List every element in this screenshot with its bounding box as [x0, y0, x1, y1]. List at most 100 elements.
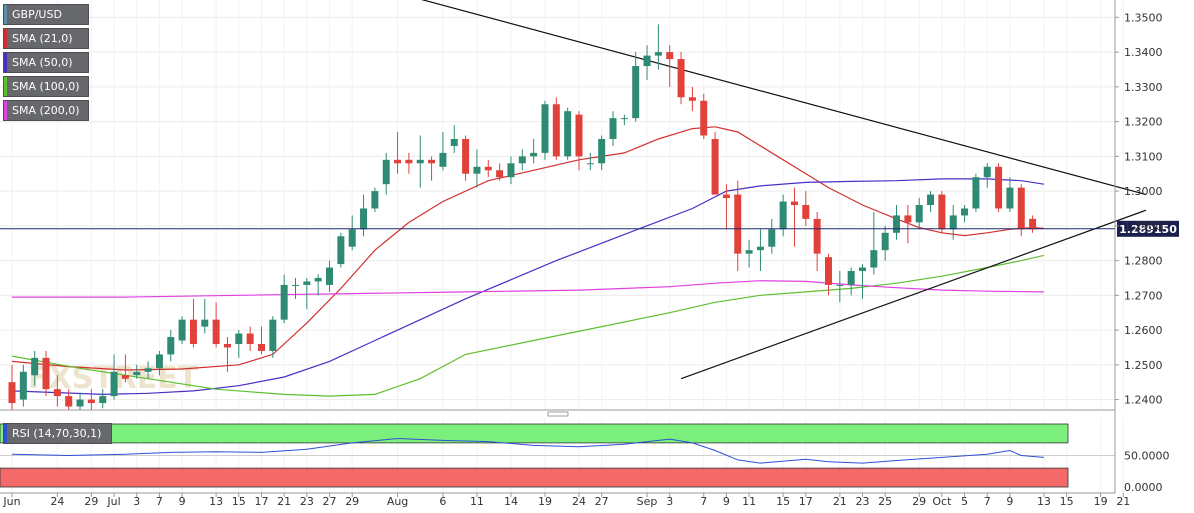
rsi-content	[0, 423, 1115, 488]
candle-body	[121, 375, 129, 379]
candle-body	[870, 250, 878, 268]
legend-item-sma200[interactable]: SMA (200,0)	[3, 100, 89, 121]
legend: GBP/USD SMA (21,0) SMA (50,0) SMA (100,0…	[3, 4, 89, 121]
x-tick-label: 19	[1094, 495, 1108, 508]
candle-body	[484, 166, 492, 171]
x-tick-label: Oct	[932, 495, 952, 508]
candle-body	[1006, 187, 1014, 209]
candle-body	[371, 191, 379, 209]
x-tick-label: 21	[833, 495, 847, 508]
legend-item-sma50[interactable]: SMA (50,0)	[3, 52, 89, 73]
x-tick-label: 24	[572, 495, 586, 508]
candle-body	[813, 218, 821, 254]
x-tick-label: 19	[538, 495, 552, 508]
legend-item-gbpusd[interactable]: GBP/USD	[3, 4, 89, 25]
candle-body	[87, 399, 95, 404]
candle-body	[269, 319, 277, 351]
sma-line-500	[11, 178, 1044, 396]
candle-body	[189, 319, 197, 344]
candle-body	[405, 159, 413, 164]
x-tick-label: 9	[179, 495, 186, 508]
rsi-y-tick-label: 50.0000	[1124, 450, 1170, 463]
x-tick-label: 15	[232, 495, 246, 508]
candle-body	[280, 284, 288, 320]
x-tick-label: Sep	[637, 495, 658, 508]
legend-label: SMA (100,0)	[12, 80, 80, 93]
candle-body	[246, 333, 254, 344]
x-tick-label: Aug	[387, 495, 408, 508]
candle-body	[541, 104, 549, 153]
pane-resize-handle	[547, 411, 569, 417]
candle-body	[995, 166, 1003, 209]
candle-body	[144, 368, 152, 372]
x-tick-label: 9	[723, 495, 730, 508]
candle-body	[462, 138, 470, 174]
candle-body	[133, 371, 141, 376]
candle-body	[779, 201, 787, 230]
trendline	[680, 209, 1147, 380]
y-tick-label: 1.2400	[1124, 394, 1163, 407]
candle-body	[643, 55, 651, 67]
candle-body	[235, 333, 243, 344]
candle-body	[212, 319, 220, 344]
legend-item-sma21[interactable]: SMA (21,0)	[3, 28, 89, 49]
candle-body	[983, 166, 991, 178]
legend-item-sma100[interactable]: SMA (100,0)	[3, 76, 89, 97]
legend-label: SMA (200,0)	[12, 104, 80, 117]
candle-body	[564, 111, 572, 157]
candle-body	[110, 371, 118, 397]
x-tick-label: 5	[961, 495, 968, 508]
legend-label: SMA (50,0)	[12, 56, 73, 69]
candle-body	[927, 194, 935, 205]
rsi-line	[11, 437, 1044, 464]
candle-body	[972, 177, 980, 209]
candle-body	[257, 343, 265, 351]
x-tick-label: 7	[156, 495, 163, 508]
candle-body	[552, 104, 560, 157]
y-tick-label: 1.3300	[1124, 81, 1163, 94]
rsi-label[interactable]: RSI (14,70,30,1)	[3, 423, 113, 444]
rsi-oversold-zone	[0, 467, 1069, 488]
candle-body	[881, 232, 889, 251]
candle-body	[518, 156, 526, 164]
candle-body	[314, 277, 322, 282]
candle-body	[416, 159, 424, 164]
x-tick-label: 27	[323, 495, 337, 508]
candle-body	[632, 66, 640, 119]
candle-body	[178, 319, 186, 341]
candle-body	[904, 215, 912, 223]
candle-body	[394, 159, 402, 164]
y-tick-label: 1.3500	[1124, 11, 1163, 24]
candle-body	[768, 229, 776, 247]
candle-body	[893, 215, 901, 233]
candle-body	[507, 163, 515, 178]
x-tick-label: 15	[1060, 495, 1074, 508]
candle-body	[609, 118, 617, 139]
candle-body	[473, 166, 481, 174]
candle-body	[42, 357, 50, 390]
x-tick-label: 7	[700, 495, 707, 508]
candle-body	[847, 271, 855, 285]
x-tick-label: 11	[742, 495, 756, 508]
trendline	[421, 0, 1147, 196]
main-content: FXSTREET	[0, 0, 1147, 410]
x-tick-label: 3	[133, 495, 140, 508]
candle-body	[201, 319, 209, 327]
x-tick-label: 6	[439, 495, 446, 508]
y-tick-label: 1.2900	[1124, 220, 1163, 233]
candle-body	[326, 267, 334, 285]
legend-label: SMA (21,0)	[12, 32, 73, 45]
x-tick-label: 21	[277, 495, 291, 508]
x-tick-label: 13	[209, 495, 223, 508]
candle-body	[654, 52, 662, 56]
y-tick-label: 1.3100	[1124, 150, 1163, 163]
x-tick-label: 17	[254, 495, 268, 508]
y-tick-label: 1.3000	[1124, 185, 1163, 198]
candle-body	[949, 215, 957, 230]
candle-body	[76, 399, 84, 407]
x-tick-label: 27	[595, 495, 609, 508]
candle-body	[938, 194, 946, 230]
x-tick-label: 29	[912, 495, 926, 508]
